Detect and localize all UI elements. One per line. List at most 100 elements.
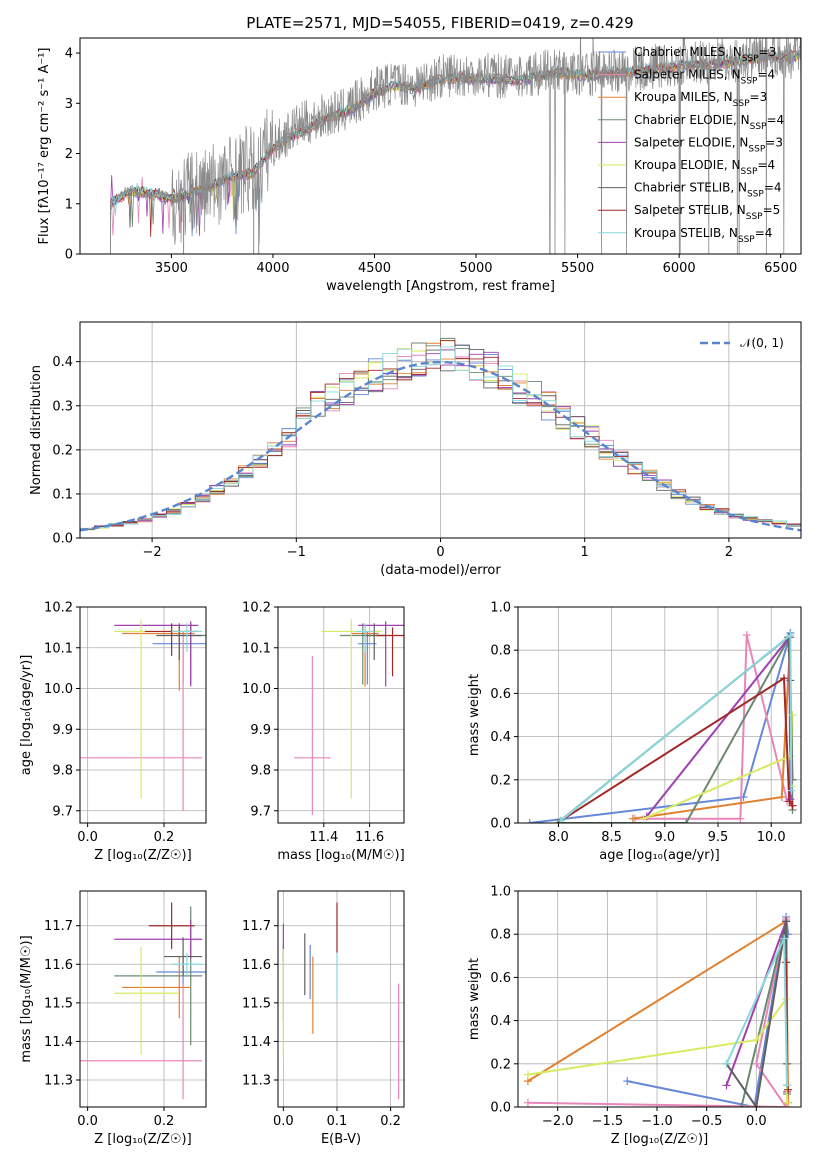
x-axis-label: wavelength [Angstrom, rest frame]	[326, 279, 555, 294]
y-tick-label: 11.3	[242, 1074, 271, 1089]
panel-age-vs-mass: 11.4 11.6 9.7 9.8 9.9 10.0 10.1 10.2 mass [log₁₀…	[242, 601, 405, 864]
x-tick-label: 5500	[561, 261, 594, 276]
x-tick-label: 6000	[663, 261, 696, 276]
plot-area	[525, 628, 797, 823]
y-tick-label: 0.8	[490, 644, 511, 659]
y-tick-label: 11.4	[44, 1035, 73, 1050]
x-tick-label: 9.0	[654, 830, 675, 845]
y-tick-label: 9.8	[250, 764, 271, 779]
y-axis-label: Flux [fλ10⁻¹⁷ erg cm⁻² s⁻¹ A⁻¹]	[37, 48, 52, 245]
y-tick-label: 1.0	[490, 601, 511, 616]
x-tick-label: 0.2	[154, 830, 175, 845]
y-tick-label: 0.8	[490, 928, 511, 943]
x-tick-label: −1.0	[641, 1114, 673, 1129]
x-tick-label: −1	[287, 545, 306, 560]
y-axis-label: age [log₁₀(age/yr)]	[19, 655, 34, 776]
weight-line	[725, 921, 789, 1107]
legend-entry: Chabrier STELIB, NSSP=4	[634, 181, 782, 200]
legend-entry: Kroupa ELODIE, NSSP=4	[634, 158, 775, 177]
y-tick-label: 0	[65, 248, 73, 263]
figure-title: PLATE=2571, MJD=54055, FIBERID=0419, z=0…	[246, 14, 633, 32]
plot-area	[80, 337, 801, 532]
x-tick-label: −1.5	[592, 1114, 624, 1129]
x-tick-label: 0.2	[380, 1114, 401, 1129]
y-tick-label: 9.7	[52, 804, 73, 819]
x-tick-label: 8.0	[548, 830, 569, 845]
y-tick-label: 0.2	[490, 1057, 511, 1072]
y-tick-label: 10.1	[242, 641, 271, 656]
panel-residuals: −2 −1 0 1 2 0.0 0.1 0.2 0.3 0.4 (data-model)/error…	[29, 321, 802, 578]
x-axis-label: Z [log₁₀(Z/Z☉)]	[611, 1132, 708, 1147]
x-tick-label: 11.6	[355, 830, 384, 845]
y-tick-label: 10.0	[44, 682, 73, 697]
legend-entry: Kroupa STELIB, NSSP=4	[634, 226, 772, 245]
x-tick-label: −0.5	[691, 1114, 723, 1129]
y-tick-label: 11.3	[44, 1074, 73, 1089]
y-tick-label: 9.8	[52, 764, 73, 779]
legend-entry: Kroupa MILES, NSSP=3	[634, 90, 767, 109]
y-tick-label: 0.0	[490, 1101, 511, 1116]
y-tick-label: 0.4	[490, 1014, 511, 1029]
legend-gaussian-label: 𝒩(0, 1)	[740, 336, 784, 350]
x-axis-label: age [log₁₀(age/yr)]	[599, 848, 720, 863]
y-tick-label: 11.5	[44, 996, 73, 1011]
y-tick-label: 0.2	[52, 443, 73, 458]
y-tick-label: 0.6	[490, 687, 511, 702]
x-tick-label: 11.4	[309, 830, 338, 845]
x-axis-label: Z [log₁₀(Z/Z☉)]	[94, 1132, 191, 1147]
x-tick-label: 10.0	[757, 830, 786, 845]
axes-frame	[79, 606, 207, 824]
x-tick-label: 4500	[358, 261, 391, 276]
plot-area	[80, 902, 206, 1100]
gaussian-reference-curve	[80, 360, 801, 532]
y-tick-label: 9.7	[250, 804, 271, 819]
panel-weight-vs-age: 8.0 8.5 9.0 9.5 10.0 0.0 0.2 0.4 0.6 0.8 1.0 age [l…	[467, 601, 802, 863]
x-axis-label: mass [log₁₀(M/M☉)]	[277, 848, 404, 863]
y-tick-label: 1	[65, 197, 73, 212]
y-tick-label: 10.2	[44, 601, 73, 616]
x-tick-label: −2.0	[542, 1114, 574, 1129]
y-tick-label: 0.2	[490, 773, 511, 788]
y-tick-label: 0.4	[490, 730, 511, 745]
x-tick-label: 3500	[155, 261, 188, 276]
y-tick-label: 0.0	[52, 532, 73, 547]
y-axis-label: mass weight	[467, 958, 482, 1040]
data-spectrum-line	[110, 38, 801, 254]
x-axis-label: (data-model)/error	[380, 563, 501, 578]
x-tick-label: 0	[436, 545, 444, 560]
panel-weight-vs-Z: −2.0 −1.5 −1.0 −0.5 0.0 0.0 0.2 0.4 0.6 0.8 1.0 Z […	[467, 885, 802, 1147]
weight-line	[559, 633, 793, 822]
x-tick-label: 0.0	[77, 1114, 98, 1129]
x-tick-label: 1	[581, 545, 589, 560]
axes-frame	[277, 606, 405, 824]
y-tick-label: 2	[65, 147, 73, 162]
legend-entry: Salpeter MILES, NSSP=4	[634, 68, 775, 87]
panel-age-vs-Z: 0.0 0.2 9.7 9.8 9.9 10.0 10.1 10.2 Z [log₁₀(Z/Z☉…	[19, 601, 207, 863]
x-axis-label: Z [log₁₀(Z/Z☉)]	[94, 848, 191, 863]
y-tick-label: 0.1	[52, 487, 73, 502]
x-tick-label: 0.0	[746, 1114, 767, 1129]
y-axis-label: Normed distribution	[29, 365, 44, 495]
axes-frame	[277, 890, 405, 1108]
panel-mass-vs-Z: 0.0 0.2 11.3 11.4 11.5 11.6 11.7 Z [log₁₀(Z/Z☉)…	[19, 890, 207, 1147]
y-tick-label: 11.5	[242, 996, 271, 1011]
plot-area	[109, 38, 801, 254]
axes-frame	[79, 321, 802, 539]
plot-area	[294, 619, 404, 815]
x-tick-label: 0.0	[273, 1114, 294, 1129]
x-tick-label: 8.5	[601, 830, 622, 845]
plot-area	[523, 912, 793, 1107]
y-tick-label: 3	[65, 97, 73, 112]
y-tick-label: 0.0	[490, 817, 511, 832]
y-tick-label: 10.2	[242, 601, 271, 616]
y-tick-label: 11.7	[242, 919, 271, 934]
y-tick-label: 0.3	[52, 399, 73, 414]
weight-line	[529, 632, 792, 823]
y-axis-label: mass weight	[467, 674, 482, 756]
x-tick-label: 0.0	[77, 830, 98, 845]
weight-line	[560, 676, 794, 822]
panel-spectrum: 3500 4000 4500 5000 5500 6000 6500 0 1 2 3 4 wavelen…	[37, 37, 802, 294]
axes-frame	[79, 890, 207, 1108]
y-tick-label: 0.6	[490, 971, 511, 986]
